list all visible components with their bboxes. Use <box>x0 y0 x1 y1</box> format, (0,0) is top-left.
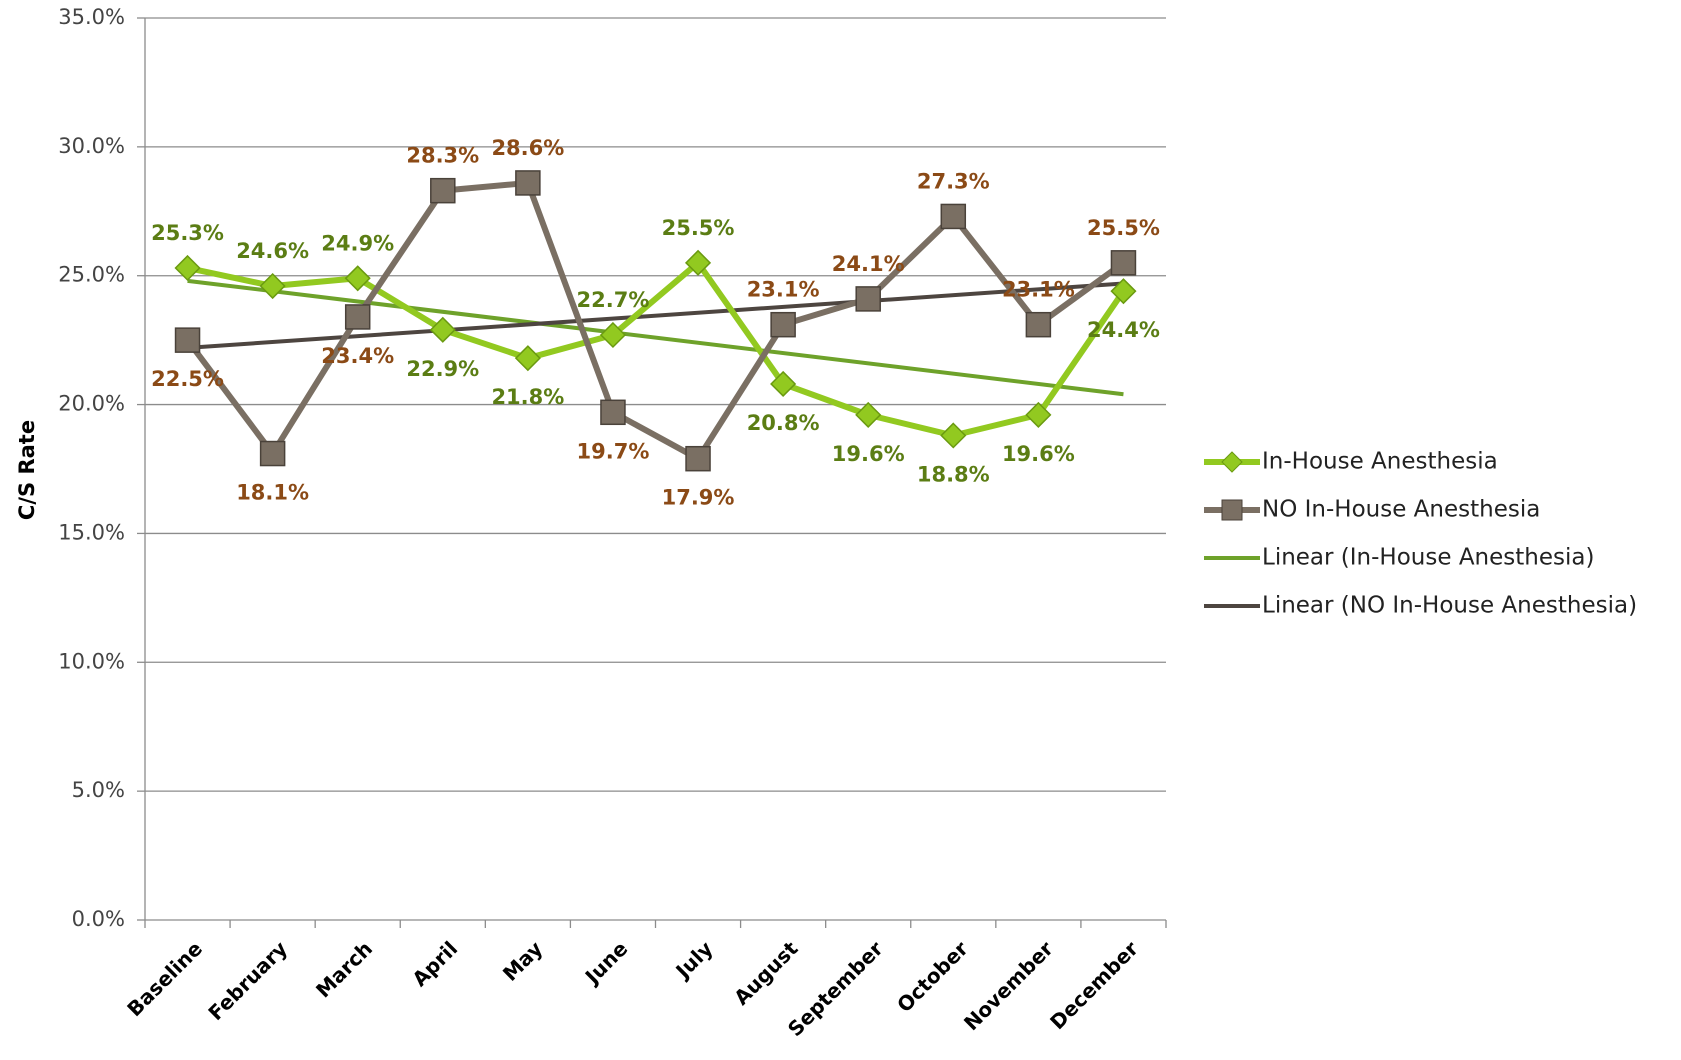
legend-label: Linear (In-House Anesthesia) <box>1262 545 1594 571</box>
marker <box>344 265 371 292</box>
x-tick-label: February <box>203 936 292 1025</box>
marker <box>1110 250 1137 276</box>
legend-label: Linear (NO In-House Anesthesia) <box>1262 593 1637 619</box>
marker <box>429 316 456 343</box>
data-label: 18.8% <box>917 462 990 486</box>
data-label: 25.5% <box>1087 216 1160 240</box>
data-label: 19.6% <box>832 442 905 466</box>
marker <box>1025 311 1052 338</box>
data-label: 23.4% <box>321 344 394 368</box>
data-label: 25.3% <box>151 221 224 245</box>
marker <box>174 254 201 282</box>
data-label: 19.6% <box>1002 442 1075 466</box>
marker <box>515 170 541 196</box>
y-axis-label: C/S Rate <box>15 420 39 520</box>
x-tick-label: March <box>311 936 377 1002</box>
x-tick-label: June <box>579 936 632 989</box>
data-label: 28.3% <box>406 144 479 168</box>
data-label: 22.9% <box>406 357 479 381</box>
marker <box>174 327 201 353</box>
marker <box>855 286 881 312</box>
data-label: 19.7% <box>577 439 650 463</box>
legend-marker <box>1221 499 1243 521</box>
x-tick-label: November <box>959 936 1058 1035</box>
series-line <box>186 259 1126 439</box>
legend-label: NO In-House Anesthesia <box>1262 497 1540 523</box>
x-tick-label: October <box>892 936 973 1017</box>
y-tick-label: 20.0% <box>58 392 125 416</box>
y-tick-label: 0.0% <box>72 907 125 931</box>
x-tick-label: July <box>670 936 718 984</box>
data-label: 27.3% <box>917 169 990 193</box>
y-tick-label: 30.0% <box>58 134 125 158</box>
data-label: 21.8% <box>491 385 564 409</box>
marker <box>770 370 797 398</box>
marker <box>855 401 882 428</box>
marker <box>940 203 967 230</box>
marker <box>940 422 967 449</box>
data-label: 17.9% <box>662 486 735 510</box>
y-tick-label: 25.0% <box>58 263 125 287</box>
data-label: 23.1% <box>1002 278 1075 302</box>
marker <box>684 249 712 276</box>
x-tick-label: August <box>729 936 803 1010</box>
legend-marker <box>1221 451 1243 473</box>
marker <box>600 399 626 426</box>
x-tick-label: April <box>408 936 463 991</box>
data-label: 24.4% <box>1087 318 1160 342</box>
x-tick-label: Baseline <box>122 936 207 1021</box>
data-label: 24.9% <box>321 231 394 255</box>
marker <box>344 304 371 330</box>
y-tick-label: 10.0% <box>58 649 125 673</box>
data-label: 25.5% <box>662 216 735 240</box>
marker <box>514 345 541 372</box>
legend-label: In-House Anesthesia <box>1262 449 1498 475</box>
data-label: 20.8% <box>747 411 820 435</box>
marker <box>1110 278 1137 305</box>
data-label: 18.1% <box>236 481 309 505</box>
marker <box>1025 401 1052 428</box>
x-tick-label: December <box>1045 936 1143 1034</box>
series-line <box>185 179 1126 462</box>
data-label: 22.7% <box>577 288 650 312</box>
data-label: 28.6% <box>491 136 564 160</box>
marker <box>430 177 456 204</box>
trend-line <box>187 278 1124 397</box>
x-tick-label: May <box>498 936 547 985</box>
marker <box>770 311 796 338</box>
data-label: 22.5% <box>151 367 224 391</box>
y-tick-label: 5.0% <box>72 778 125 802</box>
data-label: 24.1% <box>832 252 905 276</box>
data-label: 23.1% <box>747 278 820 302</box>
y-tick-label: 15.0% <box>58 520 125 544</box>
marker <box>599 321 627 349</box>
marker <box>259 440 286 467</box>
marker <box>259 272 286 300</box>
marker <box>685 445 711 472</box>
data-label: 24.6% <box>236 239 309 263</box>
y-tick-label: 35.0% <box>58 5 125 29</box>
